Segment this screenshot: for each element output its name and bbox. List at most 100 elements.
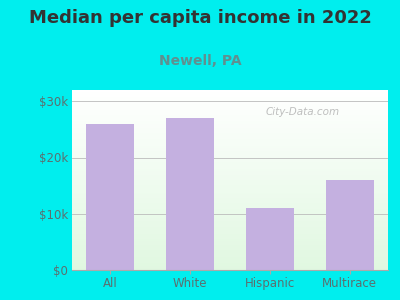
Bar xyxy=(72,121,388,122)
Bar xyxy=(72,250,388,252)
Bar xyxy=(72,113,388,115)
Bar xyxy=(72,92,388,94)
Bar xyxy=(72,148,388,149)
Bar xyxy=(72,248,388,250)
Bar xyxy=(72,257,388,259)
Bar xyxy=(72,193,388,194)
Bar xyxy=(72,189,388,191)
Bar xyxy=(72,95,388,97)
Bar xyxy=(72,256,388,257)
Bar xyxy=(72,139,388,140)
Bar xyxy=(72,191,388,193)
Bar xyxy=(72,131,388,133)
Text: Median per capita income in 2022: Median per capita income in 2022 xyxy=(28,9,372,27)
Bar xyxy=(72,200,388,202)
Bar xyxy=(72,218,388,220)
Bar xyxy=(72,268,388,270)
Bar xyxy=(72,209,388,211)
Bar xyxy=(72,110,388,112)
Bar xyxy=(72,227,388,229)
Bar xyxy=(72,252,388,254)
Bar xyxy=(72,214,388,216)
Bar xyxy=(326,180,374,270)
Bar xyxy=(72,266,388,268)
Bar xyxy=(72,97,388,99)
Text: City-Data.com: City-Data.com xyxy=(266,106,340,117)
Bar xyxy=(72,103,388,104)
Bar xyxy=(72,115,388,117)
Bar xyxy=(72,180,388,182)
Bar xyxy=(72,198,388,200)
Bar xyxy=(72,203,388,205)
Bar xyxy=(72,241,388,243)
Bar xyxy=(72,229,388,230)
Bar xyxy=(72,160,388,162)
Bar xyxy=(72,238,388,239)
Bar xyxy=(72,128,388,130)
Bar xyxy=(72,202,388,203)
Bar xyxy=(72,223,388,225)
Bar xyxy=(246,208,294,270)
Bar xyxy=(72,108,388,110)
Bar xyxy=(72,101,388,103)
Bar xyxy=(72,117,388,119)
Bar xyxy=(72,149,388,151)
Bar xyxy=(72,104,388,106)
Bar xyxy=(72,171,388,173)
Bar xyxy=(166,118,214,270)
Bar xyxy=(72,144,388,146)
Bar xyxy=(72,221,388,223)
Bar xyxy=(72,265,388,266)
Bar xyxy=(72,173,388,175)
Bar xyxy=(72,124,388,126)
Bar xyxy=(72,196,388,198)
Bar xyxy=(72,106,388,108)
Bar xyxy=(72,225,388,227)
Bar xyxy=(72,130,388,131)
Bar xyxy=(72,90,388,92)
Bar xyxy=(72,166,388,167)
Bar xyxy=(72,245,388,247)
Bar xyxy=(72,94,388,95)
Bar xyxy=(72,232,388,234)
Bar xyxy=(72,184,388,185)
Bar xyxy=(72,234,388,236)
Bar xyxy=(72,146,388,148)
Bar xyxy=(72,142,388,144)
Bar xyxy=(72,157,388,158)
Bar xyxy=(72,176,388,178)
Bar xyxy=(72,153,388,155)
Bar xyxy=(72,230,388,232)
Bar xyxy=(72,239,388,241)
Bar xyxy=(72,99,388,101)
Bar xyxy=(72,122,388,124)
Bar xyxy=(72,133,388,135)
Bar xyxy=(72,247,388,248)
Bar xyxy=(72,137,388,139)
Bar xyxy=(72,155,388,157)
Bar xyxy=(72,254,388,256)
Bar xyxy=(72,164,388,166)
Bar xyxy=(72,263,388,265)
Bar xyxy=(72,182,388,184)
Bar xyxy=(72,259,388,261)
Bar xyxy=(72,175,388,176)
Bar xyxy=(72,169,388,171)
Bar xyxy=(72,187,388,189)
Bar xyxy=(72,194,388,196)
Bar xyxy=(72,112,388,113)
Bar xyxy=(72,207,388,209)
Bar xyxy=(72,211,388,212)
Bar xyxy=(72,236,388,238)
Bar xyxy=(86,124,134,270)
Bar xyxy=(72,261,388,263)
Bar xyxy=(72,135,388,137)
Bar xyxy=(72,167,388,169)
Bar xyxy=(72,119,388,121)
Bar xyxy=(72,205,388,207)
Bar xyxy=(72,216,388,218)
Bar xyxy=(72,212,388,214)
Bar xyxy=(72,185,388,187)
Bar xyxy=(72,220,388,221)
Bar xyxy=(72,178,388,180)
